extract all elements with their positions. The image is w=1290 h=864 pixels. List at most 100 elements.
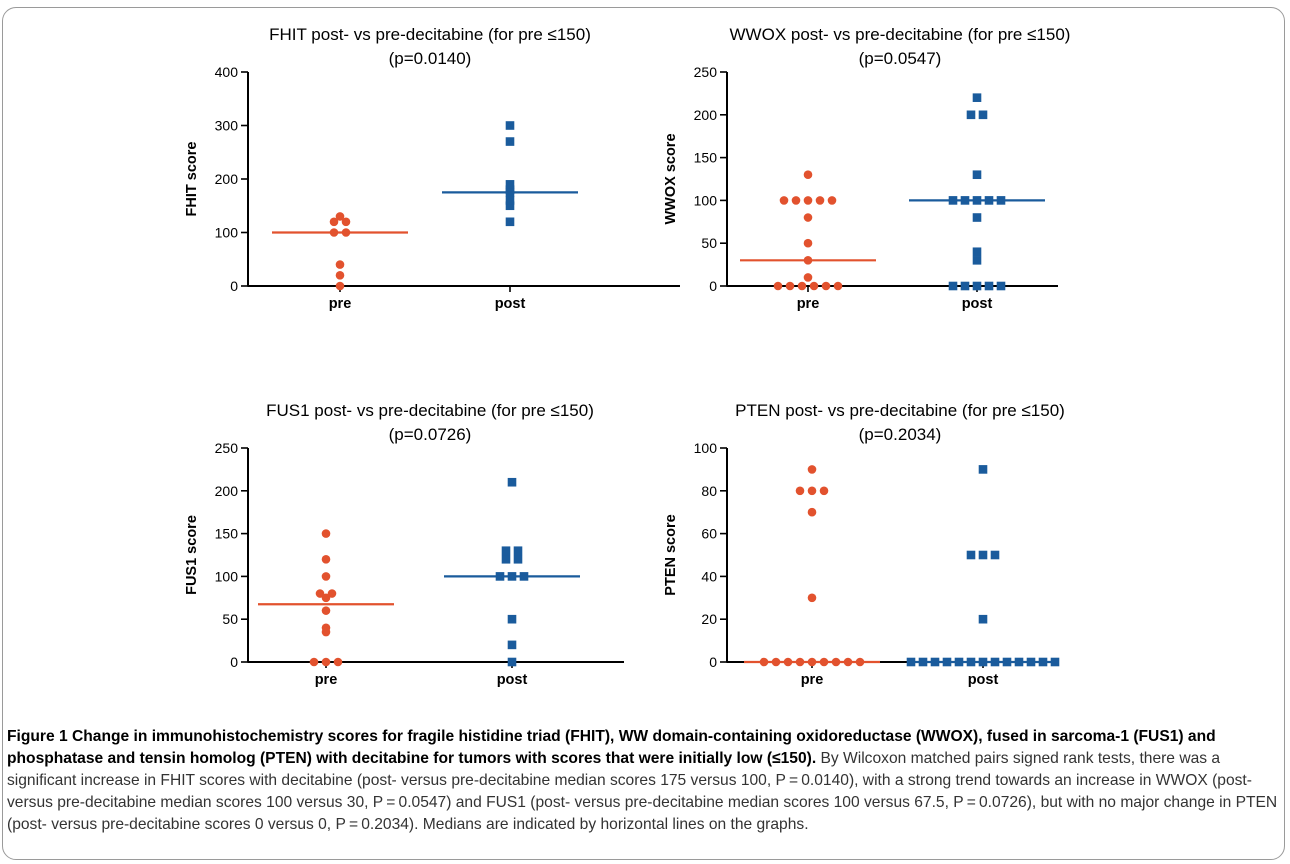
point-pre <box>795 486 805 496</box>
point-post <box>972 213 982 222</box>
point-post <box>960 281 970 291</box>
chart-title: FUS1 post- vs pre-decitabine (for pre ≤1… <box>266 401 594 420</box>
point-pre <box>333 657 343 667</box>
y-axis-label: FHIT score <box>184 142 200 217</box>
point-pre <box>773 281 783 291</box>
point-post <box>972 256 982 265</box>
point-pre <box>791 196 801 205</box>
y-tick-label: 60 <box>701 526 717 542</box>
point-post <box>972 170 982 180</box>
point-post <box>505 217 515 227</box>
point-pre <box>315 589 325 598</box>
point-post <box>501 554 511 564</box>
x-tick-label: post <box>968 672 999 688</box>
y-tick-label: 200 <box>215 171 239 187</box>
point-post <box>513 554 523 564</box>
y-tick-label: 50 <box>701 235 717 251</box>
point-pre <box>329 217 339 227</box>
y-tick-label: 250 <box>215 440 239 456</box>
point-pre <box>797 281 807 291</box>
x-tick-label: pre <box>329 296 352 312</box>
y-tick-label: 100 <box>694 192 718 208</box>
y-tick-label: 200 <box>215 483 239 499</box>
point-post <box>972 93 982 102</box>
point-pre <box>309 657 319 667</box>
x-tick-label: post <box>962 296 993 312</box>
point-post <box>505 121 515 130</box>
point-pre <box>815 196 825 205</box>
point-post <box>505 196 515 205</box>
point-pre <box>807 465 817 474</box>
chart-subtitle: (p=0.2034) <box>859 425 942 444</box>
point-pre <box>341 217 351 227</box>
point-post <box>966 110 976 120</box>
point-pre <box>335 271 345 280</box>
y-tick-label: 100 <box>694 440 718 456</box>
point-pre <box>321 572 331 581</box>
figure-canvas: FHIT post- vs pre-decitabine (for pre ≤1… <box>184 25 1071 688</box>
chart-fhit: FHIT post- vs pre-decitabine (for pre ≤1… <box>184 25 680 312</box>
point-pre <box>335 260 345 269</box>
x-tick-label: post <box>495 296 526 312</box>
point-pre <box>833 281 843 291</box>
chart-pten: PTEN post- vs pre-decitabine (for pre ≤1… <box>663 401 1065 688</box>
point-pre <box>803 170 813 180</box>
point-post <box>505 185 515 194</box>
chart-fus1: FUS1 post- vs pre-decitabine (for pre ≤1… <box>184 401 624 688</box>
y-axis-label: PTEN score <box>663 514 679 595</box>
y-tick-label: 150 <box>694 150 718 166</box>
point-pre <box>779 196 789 205</box>
y-tick-label: 0 <box>230 278 238 294</box>
point-pre <box>335 212 345 221</box>
point-pre <box>785 281 795 291</box>
y-tick-label: 300 <box>215 118 239 134</box>
point-post <box>505 137 515 146</box>
x-tick-label: pre <box>797 296 820 312</box>
x-tick-label: post <box>497 672 528 688</box>
point-pre <box>821 281 831 291</box>
point-post <box>972 281 982 291</box>
y-tick-label: 0 <box>709 278 717 294</box>
point-pre <box>803 238 813 248</box>
point-pre <box>807 593 817 603</box>
x-tick-label: pre <box>315 672 338 688</box>
y-tick-label: 150 <box>215 526 239 542</box>
y-axis-label: WWOX score <box>663 133 679 224</box>
point-pre <box>807 486 817 496</box>
point-pre <box>807 507 817 517</box>
point-pre <box>803 273 813 282</box>
y-tick-label: 0 <box>709 654 717 670</box>
x-tick-label: pre <box>801 672 824 688</box>
point-pre <box>321 529 331 538</box>
y-tick-label: 80 <box>701 483 717 499</box>
point-pre <box>321 657 331 667</box>
point-post <box>978 465 988 474</box>
point-pre <box>335 281 345 291</box>
point-post <box>507 657 517 667</box>
y-tick-label: 100 <box>215 225 239 241</box>
point-pre <box>321 606 331 615</box>
y-tick-label: 200 <box>694 107 718 123</box>
point-post <box>1050 657 1060 667</box>
y-tick-label: 40 <box>701 568 717 584</box>
point-post <box>507 640 517 650</box>
chart-subtitle: (p=0.0726) <box>389 425 472 444</box>
chart-subtitle: (p=0.0547) <box>859 49 942 68</box>
caption-lead: Figure 1 Change in immunohistochemistry … <box>7 728 1216 767</box>
point-post <box>978 110 988 120</box>
chart-title: FHIT post- vs pre-decitabine (for pre ≤1… <box>269 25 591 44</box>
chart-title: WWOX post- vs pre-decitabine (for pre ≤1… <box>730 25 1071 44</box>
point-post <box>507 477 517 487</box>
y-tick-label: 250 <box>694 64 718 80</box>
point-pre <box>321 593 331 603</box>
point-pre <box>327 589 337 598</box>
point-pre <box>803 213 813 222</box>
point-post <box>978 550 988 560</box>
caption-body: By Wilcoxon matched pairs signed rank te… <box>7 750 1278 833</box>
figure-caption: Figure 1 Change in immunohistochemistry … <box>7 726 1283 836</box>
point-pre <box>803 196 813 205</box>
chart-title: PTEN post- vs pre-decitabine (for pre ≤1… <box>735 401 1065 420</box>
point-post <box>996 281 1006 291</box>
point-post <box>513 546 523 556</box>
point-post <box>984 281 994 291</box>
